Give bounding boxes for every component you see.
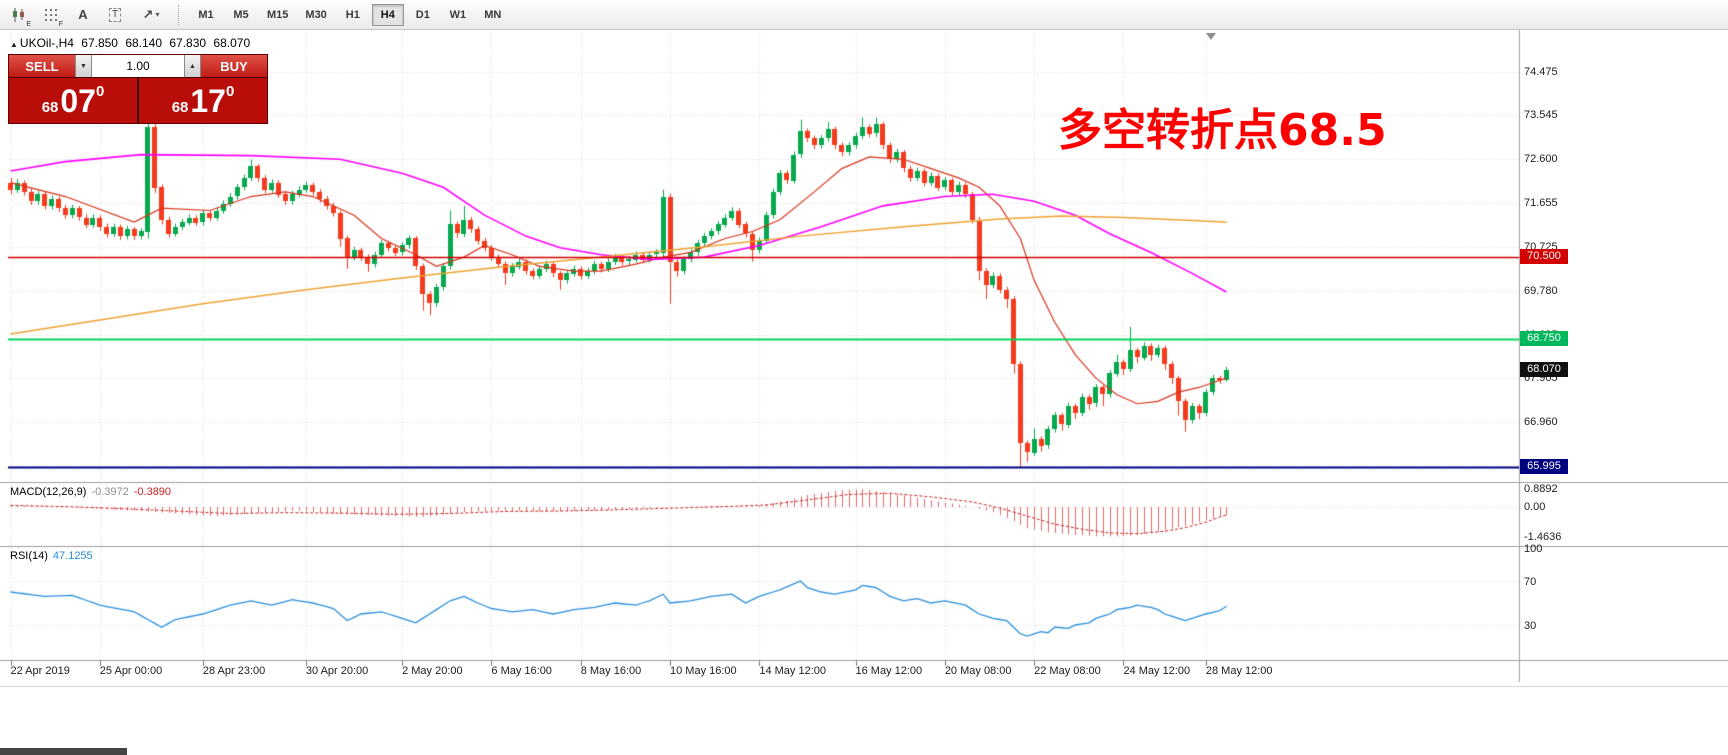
timeframe-button-m1[interactable]: M1	[198, 8, 214, 21]
rsi-name: RSI(14)	[10, 550, 48, 562]
taskbar-fragment	[0, 748, 127, 755]
chevron-up-icon: ▲	[189, 62, 196, 70]
buy-button[interactable]: BUY	[201, 55, 267, 77]
rsi-value: 47.1255	[52, 550, 93, 562]
sell-price-big: 07	[60, 82, 96, 119]
rsi-label: RSI(14) 47.1255	[10, 550, 98, 562]
chart-plot-area[interactable]	[0, 30, 1728, 755]
timeframe-button-m15[interactable]: M15	[267, 8, 289, 21]
ohlc-expand-icon[interactable]: ▲	[10, 40, 18, 49]
volume-dropdown-button[interactable]: ▼	[75, 55, 92, 77]
low-value: 67.830	[169, 36, 207, 50]
timeframe-button-m5[interactable]: M5	[233, 8, 249, 21]
toolbar-expert-candles-icon[interactable]: E	[6, 3, 32, 28]
toolbar-icons: E F A T ↗ ▾	[6, 3, 168, 28]
timeframe-button-d1[interactable]: D1	[415, 8, 430, 21]
buy-price-sup: 0	[225, 83, 235, 100]
volume-increase-button[interactable]: ▲	[184, 55, 201, 77]
toolbar: E F A T ↗ ▾ M1 M5 M15 M30 H1 H4 D1 W1 MN	[0, 0, 1728, 30]
timeframe-button-mn[interactable]: MN	[484, 8, 502, 21]
macd-signal-value: -0.3890	[133, 486, 172, 498]
timeframe-button-h4[interactable]: H4	[371, 3, 404, 26]
macd-name: MACD(12,26,9)	[10, 486, 87, 498]
toolbar-text-frame-icon[interactable]: T	[102, 3, 128, 27]
timeframe-button-h1[interactable]: H1	[345, 8, 360, 21]
timeframe-button-m30[interactable]: M30	[305, 8, 327, 21]
macd-label: MACD(12,26,9) -0.3972 -0.3890	[10, 486, 176, 498]
timeframe-button-w1[interactable]: W1	[449, 8, 467, 21]
buy-price-prefix: 68	[171, 99, 189, 116]
chart-annotation-text: 多空转折点68.5	[1058, 105, 1387, 156]
timeframe-bar: M1 M5 M15 M30 H1 H4 D1 W1 MN	[190, 3, 509, 26]
buy-price-display[interactable]: 68 17 0	[139, 78, 267, 123]
sell-price-sup: 0	[95, 83, 105, 100]
sell-price-display[interactable]: 68 07 0	[9, 78, 137, 123]
symbol-label: UKOil-,H4	[19, 36, 74, 50]
price-divider	[137, 78, 139, 123]
high-value: 68.140	[125, 36, 163, 50]
buy-price-big: 17	[190, 82, 226, 119]
close-value: 68.070	[213, 36, 251, 50]
macd-value: -0.3972	[91, 486, 129, 498]
toolbar-forecast-grid-icon[interactable]: F	[38, 3, 64, 28]
sell-price-prefix: 68	[41, 99, 59, 116]
ohlc-header: ▲ UKOil-,H4 67.850 68.140 67.830 68.070	[10, 36, 254, 50]
one-click-trading-panel: SELL ▼ 1.00 ▲ BUY 68 07 0 68 17 0	[8, 54, 268, 124]
open-value: 67.850	[81, 36, 118, 50]
volume-input[interactable]: 1.00	[92, 55, 184, 77]
sell-button[interactable]: SELL	[9, 55, 75, 77]
toolbar-separator	[178, 4, 180, 25]
chart-shift-marker-icon[interactable]	[1206, 33, 1216, 40]
toolbar-arrow-tools-icon[interactable]: ↗ ▾	[142, 6, 160, 22]
chevron-down-icon: ▼	[80, 62, 87, 70]
toolbar-text-label-icon[interactable]: A	[78, 7, 88, 22]
